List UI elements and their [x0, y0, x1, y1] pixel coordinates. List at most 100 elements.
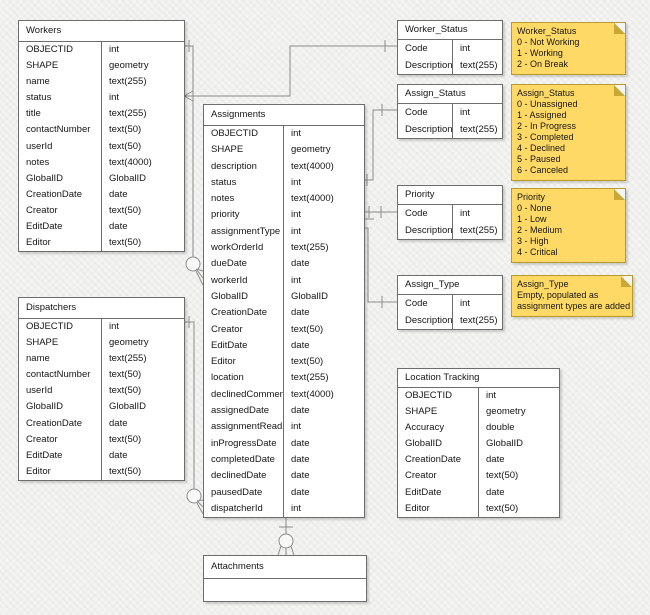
field-type: text(4000) — [291, 160, 334, 172]
field-type: double — [486, 422, 515, 434]
table-assign-status[interactable]: Assign_Status Code int Description text(255… — [397, 84, 503, 139]
field-name: inProgressDate — [211, 437, 277, 449]
note-worker-status[interactable]: Worker_Status 0 - Not Working 1 - Working… — [511, 22, 626, 75]
field-type: int — [291, 128, 302, 139]
table-row: Creator text(50) — [204, 322, 364, 338]
field-name: Creator — [405, 470, 437, 482]
table-title: Dispatchers — [19, 298, 184, 319]
table-row: location text(255) — [204, 370, 364, 386]
table-row: Editor text(50) — [398, 501, 559, 517]
field-type: geometry — [109, 60, 149, 72]
connector-assignments-priority[interactable] — [362, 206, 397, 218]
note-line: 1 - Working — [517, 48, 563, 58]
table-row: GlobalID GlobalID — [204, 289, 364, 305]
field-type: geometry — [486, 406, 526, 418]
note-line: 2 - On Break — [517, 59, 569, 69]
connector-assignments-assignstatus[interactable] — [362, 104, 397, 186]
note-line: 2 - In Progress — [517, 121, 577, 131]
field-name: OBJECTID — [26, 44, 73, 55]
note-line: 1 - Assigned — [517, 110, 567, 120]
table-fields — [204, 579, 366, 601]
note-assign-type[interactable]: Assign_Type Empty, populated as assignmen… — [511, 275, 633, 317]
table-fields: OBJECTID int SHAPE geometry name text(255) sta… — [19, 42, 184, 252]
field-type: GlobalID — [109, 401, 146, 413]
table-row: declinedComment text(4000) — [204, 387, 364, 403]
table-row: Accuracy double — [398, 420, 559, 436]
field-type: text(50) — [109, 140, 142, 152]
table-attachments[interactable]: Attachments — [203, 555, 367, 602]
field-type: int — [460, 107, 471, 118]
field-type: int — [109, 92, 120, 104]
connector-assignments-attachments[interactable] — [277, 517, 295, 556]
table-assignments[interactable]: Assignments OBJECTID int SHAPE geometry desc… — [203, 104, 365, 519]
field-name: EditDate — [211, 339, 248, 351]
field-name: Editor — [26, 237, 51, 249]
field-type: GlobalID — [291, 290, 328, 302]
field-type: int — [291, 225, 302, 237]
field-name: Editor — [405, 502, 430, 514]
connector-workerstatus-workers[interactable] — [183, 40, 397, 102]
field-name: Code — [405, 43, 428, 54]
note-line: 0 - Not Working — [517, 37, 580, 47]
field-name: Code — [405, 298, 428, 309]
field-name: status — [26, 92, 52, 104]
note-assign-status[interactable]: Assign_Status 0 - Unassigned 1 - Assigned… — [511, 84, 626, 181]
table-priority[interactable]: Priority Code int Description text(255) — [397, 185, 503, 240]
table-row: Code int — [398, 40, 502, 57]
note-priority[interactable]: Priority 0 - None 1 - Low 2 - Medium 3 - Hi… — [511, 188, 626, 263]
field-name: SHAPE — [26, 337, 59, 349]
table-row: CreationDate date — [19, 187, 184, 203]
table-row: EditDate date — [19, 219, 184, 235]
field-type: text(4000) — [109, 156, 152, 168]
table-location-tracking[interactable]: Location Tracking OBJECTID int SHAPE geomet… — [397, 368, 560, 518]
note-line: Empty, populated as — [517, 290, 599, 300]
field-type: date — [291, 339, 310, 351]
field-type: text(4000) — [291, 388, 334, 400]
table-row: name text(255) — [19, 74, 184, 90]
field-name: EditDate — [26, 449, 63, 461]
field-type: text(255) — [291, 372, 329, 384]
table-row: CreationDate date — [19, 416, 184, 432]
field-type: text(50) — [109, 465, 142, 477]
field-name: Accuracy — [405, 422, 445, 434]
field-type: date — [291, 486, 310, 498]
table-row: Creator text(50) — [19, 203, 184, 219]
field-type: date — [109, 188, 128, 200]
field-name: assignmentType — [211, 225, 281, 237]
table-row: workerId int — [204, 273, 364, 289]
field-type: text(255) — [109, 353, 147, 365]
table-row: status int — [19, 90, 184, 106]
table-row: GlobalID GlobalID — [19, 171, 184, 187]
table-worker-status[interactable]: Worker_Status Code int Description text(255… — [397, 20, 503, 75]
connector-assignments-assigntype[interactable] — [362, 218, 397, 308]
note-line: 0 - None — [517, 203, 552, 213]
field-type: int — [109, 44, 120, 55]
field-type: text(50) — [109, 369, 142, 381]
connector-dispatchers-assignments[interactable] — [183, 316, 204, 515]
table-row: assignedDate date — [204, 403, 364, 419]
table-row: priority int — [204, 207, 364, 223]
table-row: Creator text(50) — [398, 468, 559, 484]
table-row: Description text(255) — [398, 57, 502, 74]
field-type: int — [291, 209, 302, 221]
field-name: EditDate — [26, 221, 63, 233]
field-name: SHAPE — [26, 60, 59, 72]
table-assign-type[interactable]: Assign_Type Code int Description text(255) — [397, 275, 503, 330]
field-type: text(50) — [486, 502, 519, 514]
field-type: geometry — [109, 337, 149, 349]
table-title: Assign_Type — [398, 276, 502, 295]
field-type: int — [460, 298, 471, 309]
table-row: dispatcherId int — [204, 501, 364, 517]
field-type: date — [109, 449, 128, 461]
note-line: 1 - Low — [517, 214, 547, 224]
field-name: contactNumber — [26, 369, 91, 381]
field-name: priority — [211, 209, 240, 221]
field-name: CreationDate — [26, 188, 82, 200]
field-type: text(255) — [291, 242, 329, 254]
field-name: GlobalID — [211, 290, 248, 302]
table-title: Attachments — [204, 556, 366, 579]
table-dispatchers[interactable]: Dispatchers OBJECTID int SHAPE geometry name… — [18, 297, 185, 481]
connector-workers-assignments[interactable] — [183, 40, 204, 286]
table-fields: OBJECTID int SHAPE geometry Accuracy double Gl… — [398, 388, 559, 517]
table-workers[interactable]: Workers OBJECTID int SHAPE geometry name text… — [18, 20, 185, 253]
